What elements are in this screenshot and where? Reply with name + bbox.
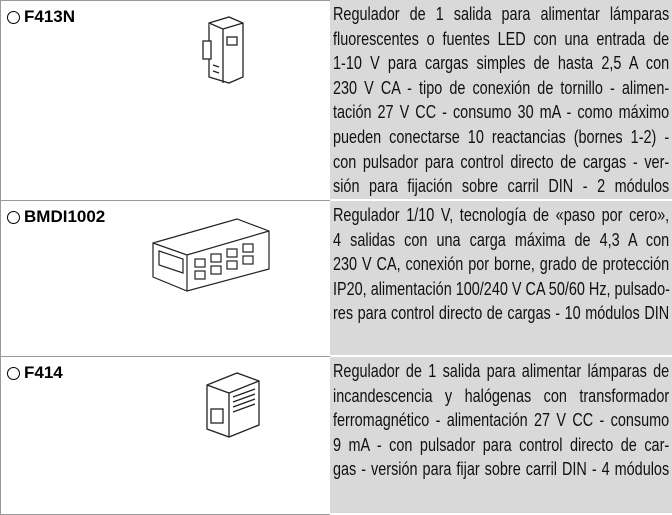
description-line: incandescencia y halógenas con transform… <box>333 384 670 406</box>
product-cell: F413N <box>0 0 330 201</box>
description-line: fluorescentes o fuentes LED con una entr… <box>333 27 670 49</box>
product-code: F414 <box>7 363 63 383</box>
code-text: F414 <box>24 363 63 382</box>
description-line: 230 V CA, conexión por borne, grado de p… <box>333 253 670 275</box>
product-image <box>202 16 244 84</box>
product-code: BMDI1002 <box>7 207 105 227</box>
description-line: Regulador de 1 salida para alimentar lám… <box>333 360 670 381</box>
description-line: Regulador de 1 salida para alimentar lám… <box>333 3 670 24</box>
description-cell: Regulador 1/10 V, tecnología de «paso po… <box>330 201 672 357</box>
description-line: 4 salidas con una carga máxima de 4,3 A … <box>333 228 670 250</box>
description-cell: Regulador de 1 salida para alimentar lám… <box>330 0 672 201</box>
description-line: IP20, alimentación 100/240 V CA 50/60 Hz… <box>333 277 670 299</box>
product-image <box>206 372 260 438</box>
description-line: sión para fijación sobre carril DIN - 2 … <box>333 175 670 197</box>
product-row: F413N Regulador de 1 salida para alimenta… <box>0 0 672 201</box>
description-line: tación 27 V CC - consumo 30 mA - como má… <box>333 101 670 123</box>
checkbox-circle <box>7 210 20 224</box>
code-text: F413N <box>24 7 76 26</box>
checkbox-circle <box>7 10 20 24</box>
description-line: 230 V CA - tipo de conexión de tornillo … <box>333 76 670 98</box>
description-line: con pulsador para control directo de car… <box>333 150 670 172</box>
checkbox-circle <box>7 366 20 380</box>
product-row: BMDI1002 Regulador 1/10 V, tecnología de … <box>0 201 672 357</box>
description-line: gas - versión para fijar sobre carril DI… <box>333 458 670 480</box>
description-line: res para control directo de cargas - 10 … <box>333 302 670 324</box>
description-line: Regulador 1/10 V, tecnología de «paso po… <box>333 204 670 225</box>
product-cell: F414 <box>0 357 330 515</box>
description-cell: Regulador de 1 salida para alimentar lám… <box>330 357 672 515</box>
product-cell: BMDI1002 <box>0 201 330 357</box>
code-text: BMDI1002 <box>24 207 106 226</box>
description-line: ferromagnético - alimentación 27 V CC - … <box>333 409 670 431</box>
description-line: 9 mA - con pulsador para control directo… <box>333 433 670 455</box>
product-code: F413N <box>7 7 75 27</box>
description-line: pueden conectarse 10 reactancias (bornes… <box>333 125 670 147</box>
product-image <box>152 218 270 292</box>
description-line: 1-10 V para cargas simples de hasta 2,5 … <box>333 52 670 74</box>
product-row: F414 Regulador de 1 salida para alimentar… <box>0 357 672 515</box>
